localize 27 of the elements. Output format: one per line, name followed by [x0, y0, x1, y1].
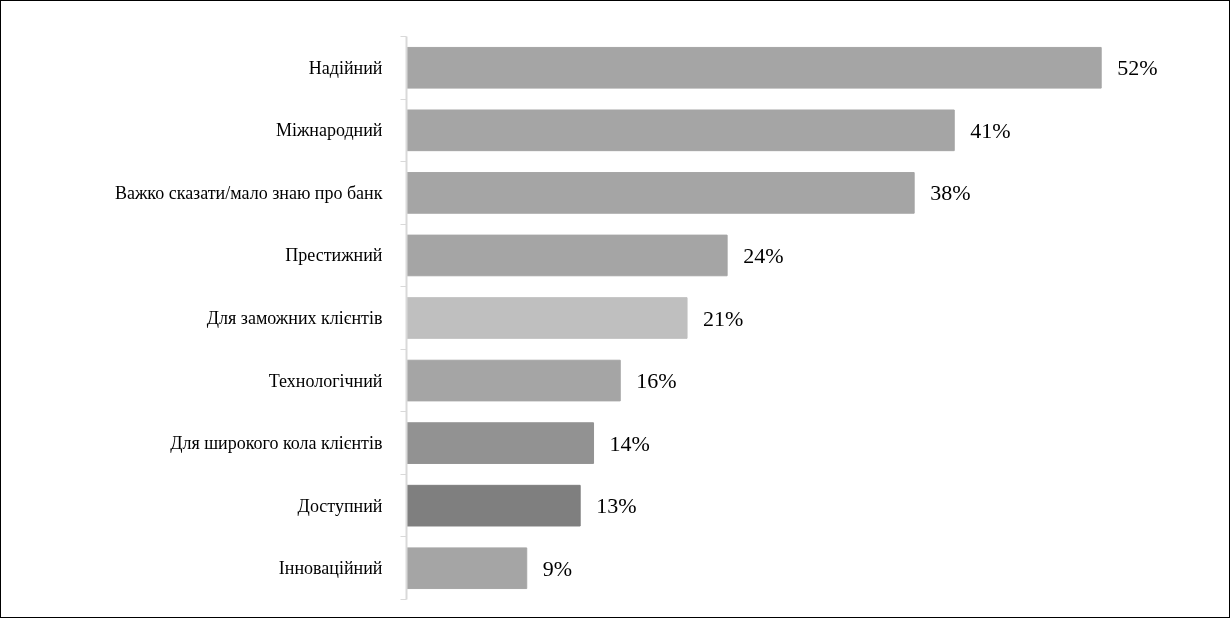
y-tick-label: Міжнародний [275, 120, 383, 141]
bar [406, 46, 1102, 89]
y-tick-label: Технологічний [268, 370, 383, 391]
bar [406, 484, 581, 527]
bar [406, 109, 955, 152]
y-tick-label: Важко сказати/мало знаю про банк [114, 182, 383, 203]
bar [406, 547, 528, 590]
bar [406, 359, 621, 402]
y-tick-label: Надійний [308, 57, 383, 78]
y-tick-label: Доступний [297, 495, 383, 516]
data-label: 24% [743, 242, 784, 268]
data-label: 41% [970, 117, 1011, 143]
y-tick-label: Престижний [285, 245, 383, 266]
data-label: 13% [596, 493, 637, 519]
data-label: 21% [703, 305, 744, 331]
bar [406, 297, 688, 339]
bar [406, 234, 728, 277]
bar [406, 422, 595, 464]
data-label: 9% [542, 555, 573, 581]
bar [406, 172, 915, 214]
y-tick-label: Інноваційний [278, 558, 383, 579]
data-label: 52% [1117, 55, 1158, 81]
data-label: 38% [930, 180, 971, 206]
data-label: 14% [609, 430, 650, 456]
y-tick-label: Для заможних клієнтів [206, 308, 383, 328]
y-tick-label: Для широкого кола клієнтів [170, 433, 383, 454]
data-label: 16% [636, 368, 677, 394]
